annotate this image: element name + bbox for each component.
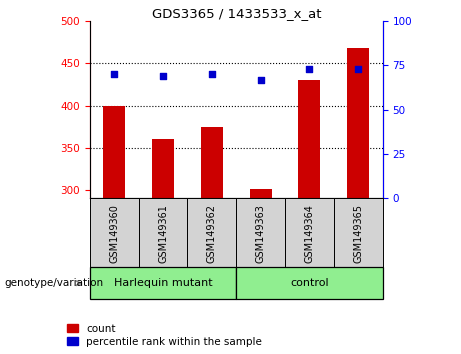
Bar (139, 198, 188, 267)
Text: Harlequin mutant: Harlequin mutant (114, 278, 213, 288)
Text: GSM149363: GSM149363 (256, 204, 266, 263)
Bar (347, 48, 369, 198)
Bar (250, 189, 272, 198)
Text: GSM149362: GSM149362 (207, 204, 217, 263)
Bar (188, 198, 236, 267)
Bar (90, 267, 236, 299)
Text: GSM149361: GSM149361 (158, 204, 168, 263)
Point (208, 72, 216, 77)
Text: GSM149360: GSM149360 (109, 204, 119, 263)
Bar (236, 267, 383, 299)
Text: GSM149364: GSM149364 (304, 204, 314, 263)
Bar (103, 105, 125, 198)
Bar (201, 127, 223, 198)
Point (355, 66, 362, 72)
Point (111, 72, 118, 77)
Legend: count, percentile rank within the sample: count, percentile rank within the sample (65, 321, 264, 349)
Bar (285, 198, 334, 267)
Bar (90, 198, 139, 267)
Bar (236, 198, 285, 267)
Text: GSM149365: GSM149365 (353, 204, 363, 263)
Text: genotype/variation: genotype/variation (5, 278, 104, 288)
Title: GDS3365 / 1433533_x_at: GDS3365 / 1433533_x_at (152, 7, 321, 20)
Text: control: control (290, 278, 329, 288)
Bar (152, 139, 174, 198)
Point (306, 66, 313, 72)
Bar (298, 80, 320, 198)
Point (160, 73, 167, 79)
Bar (334, 198, 383, 267)
Point (257, 77, 264, 82)
